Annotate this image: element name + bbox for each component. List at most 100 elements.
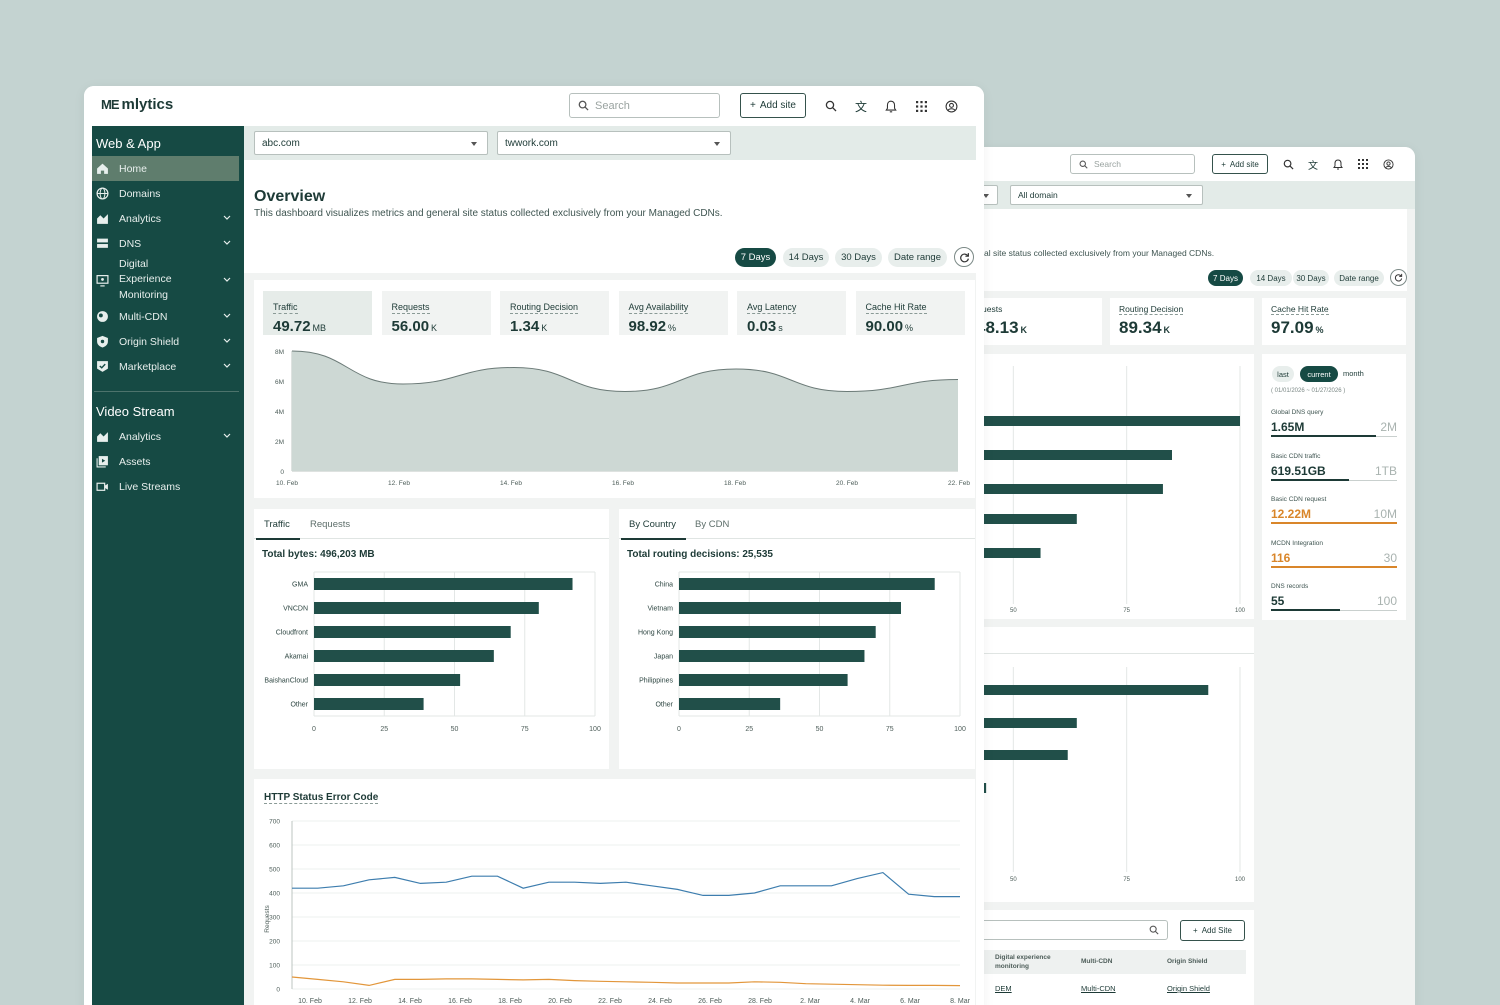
x-tick-label: 50 (816, 726, 824, 733)
search-icon[interactable] (823, 98, 839, 114)
chevron-down-icon[interactable] (223, 363, 231, 368)
kpi-card-avg-availability[interactable]: Avg Availability 98.92% (618, 291, 728, 335)
back-domain-dropdown[interactable]: All domain (1010, 185, 1203, 205)
account-icon[interactable] (1380, 156, 1396, 172)
bell-icon[interactable] (1330, 156, 1346, 172)
bar-category-label: Other (290, 702, 308, 709)
bar (968, 685, 1209, 695)
refresh-button[interactable] (954, 247, 974, 267)
kpi-value: 49.72 MB (273, 318, 327, 335)
translate-icon[interactable]: 文 (854, 99, 867, 114)
back-overview-description: al site status collected exclusively fro… (984, 248, 1215, 258)
domain-dropdown-value: twwork.com (505, 137, 558, 149)
logo[interactable]: ME mlytics (101, 96, 173, 113)
sidebar-item-domains[interactable]: Domains (92, 181, 239, 206)
http-status-title: HTTP Status Error Code (264, 792, 379, 804)
x-tick-label: 4. Mar (850, 998, 871, 1005)
usage-value: 55 (1271, 594, 1285, 608)
sidebar-item-multi-cdn[interactable]: Multi-CDN (92, 304, 239, 329)
bell-icon[interactable] (883, 98, 899, 114)
sidebar-item-home[interactable]: Home (92, 156, 239, 181)
kpi-card-avg-latency[interactable]: Avg Latency 0.03 s (737, 291, 846, 335)
logo-mark-icon: ME (101, 97, 119, 112)
sidebar-item-origin-shield[interactable]: Origin Shield (92, 329, 239, 354)
domain-dropdown[interactable]: twwork.com (497, 131, 731, 155)
back-table-add-site-button[interactable]: + Add Site (1180, 920, 1245, 941)
back-refresh-button[interactable] (1390, 269, 1407, 286)
bar-category-label: VNCDN (283, 606, 308, 613)
usage-progress-bar (1271, 522, 1397, 524)
routing-panel-tabs: By Country By CDN (619, 509, 975, 540)
x-tick-label: 100 (954, 726, 966, 733)
server-icon (97, 238, 108, 248)
search-icon[interactable] (1280, 156, 1296, 172)
table-link-multicdn[interactable]: Multi-CDN (1081, 984, 1116, 993)
table-link-origin-shield[interactable]: Origin Shield (1167, 984, 1210, 993)
month-toggle-last[interactable]: last (1272, 366, 1294, 382)
range-date-range[interactable]: Date range (888, 248, 947, 267)
series-line-errors (291, 976, 961, 987)
back-kpi-routing[interactable]: Routing Decision 89.34 K (1110, 298, 1254, 345)
search-input[interactable]: Search (569, 93, 720, 118)
kpi-card-traffic[interactable]: Traffic 49.72 MB (263, 291, 372, 335)
usage-panel: last current month ( 01/01/2026 ~ 01/27/… (1262, 354, 1406, 620)
sidebar-item-dns[interactable]: DNS (92, 231, 239, 256)
sidebar-item-dem[interactable]: Digital Experience Monitoring (92, 256, 239, 304)
x-tick-label: 2. Mar (800, 998, 821, 1005)
back-table-search[interactable] (968, 920, 1168, 940)
chevron-down-icon[interactable] (223, 433, 231, 438)
chevron-down-icon[interactable] (223, 277, 231, 282)
x-tick-label: 50 (451, 726, 459, 733)
kpi-card-cache-hit-rate[interactable]: Cache Hit Rate 90.00% (855, 291, 965, 335)
back-kpi-value: 48.13 K (976, 318, 1028, 337)
usage-item: Basic CDN traffic 619.51GB 1TB (1271, 453, 1397, 491)
back-range-30-days[interactable]: 30 Days (1293, 270, 1329, 286)
table-link-dem[interactable]: DEM (995, 984, 1012, 993)
shield-icon (97, 335, 108, 348)
chevron-down-icon[interactable] (223, 338, 231, 343)
range-7-days[interactable]: 7 Days (735, 248, 776, 267)
sidebar-item-marketplace[interactable]: Marketplace (92, 354, 239, 379)
bar (314, 674, 461, 686)
chevron-down-icon[interactable] (223, 240, 231, 245)
translate-icon[interactable]: 文 (1308, 160, 1318, 172)
back-search-input[interactable]: Search (1070, 154, 1195, 174)
back-range-7-days[interactable]: 7 Days (1208, 270, 1243, 286)
back-range-14-days[interactable]: 14 Days (1250, 270, 1292, 286)
back-kpi-cache[interactable]: Cache Hit Rate 97.09% (1262, 298, 1406, 345)
chevron-down-icon[interactable] (223, 215, 231, 220)
y-tick-label: 0 (280, 469, 284, 476)
tab-by-country[interactable]: By Country (621, 519, 686, 540)
tab-traffic[interactable]: Traffic (256, 519, 300, 540)
back-kpi-value: 89.34 K (1119, 318, 1171, 337)
add-site-button[interactable]: + Add site (740, 93, 806, 118)
sidebar-item-assets[interactable]: Assets (92, 449, 239, 474)
back-range-date-range[interactable]: Date range (1334, 270, 1384, 286)
apps-grid-icon[interactable] (1355, 156, 1371, 172)
back-kpi-requests[interactable]: uests 48.13 K (968, 298, 1102, 345)
video-library-icon (96, 456, 108, 468)
search-placeholder: Search (595, 99, 630, 112)
kpi-card-routing-decision[interactable]: Routing Decision 1.34 K (500, 291, 609, 335)
area-chart-icon (97, 214, 108, 224)
traffic-area-chart: 0 2M 4M 6M 8M 10. Feb 12. Feb 14. Feb 16. Feb 18.… (275, 349, 970, 487)
month-toggle-current[interactable]: current (1300, 366, 1338, 382)
range-14-days[interactable]: 14 Days (783, 248, 829, 267)
back-add-site-button[interactable]: + Add site (1212, 154, 1268, 174)
apps-grid-icon[interactable] (913, 98, 929, 114)
tab-by-cdn[interactable]: By CDN (695, 519, 730, 530)
kpi-card-requests[interactable]: Requests 56.00 K (381, 291, 491, 335)
usage-limit: 100 (1376, 594, 1397, 608)
chevron-down-icon[interactable] (223, 313, 231, 318)
x-tick-label: 20. Feb (836, 480, 858, 487)
sidebar-item-video-analytics[interactable]: Analytics (92, 424, 239, 449)
sidebar-item-live-streams[interactable]: Live Streams (92, 474, 239, 499)
kpi-value: 56.00 K (391, 318, 438, 335)
x-tick-label: 12. Feb (388, 480, 410, 487)
range-30-days[interactable]: 30 Days (835, 248, 882, 267)
account-icon[interactable] (943, 98, 959, 114)
sidebar-item-analytics[interactable]: Analytics (92, 206, 239, 231)
tab-requests[interactable]: Requests (310, 519, 351, 530)
sidebar-item-label: Multi-CDN (119, 310, 168, 323)
site-dropdown[interactable]: abc.com (254, 131, 488, 155)
